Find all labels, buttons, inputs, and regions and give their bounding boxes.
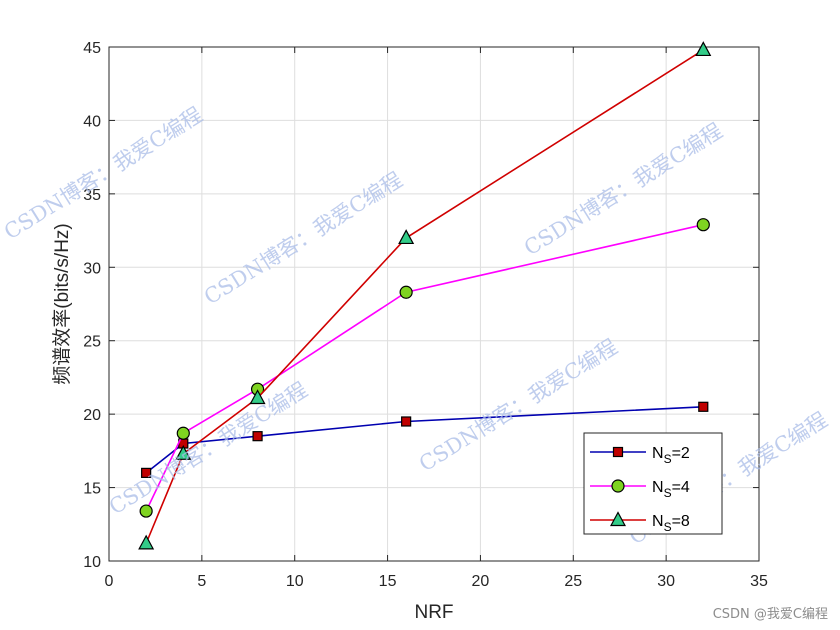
data-point <box>139 504 153 518</box>
plot-area-frame <box>108 46 760 562</box>
data-point <box>252 431 263 442</box>
legend-item: NS=8 <box>590 511 690 534</box>
data-point <box>141 467 152 478</box>
data-point <box>249 389 266 405</box>
legend-label: NS=2 <box>652 445 690 466</box>
y-tick-label: 25 <box>83 334 101 351</box>
series-2 <box>139 218 710 518</box>
x-tick-label: 0 <box>105 573 114 590</box>
data-point <box>138 534 155 550</box>
data-point <box>401 416 412 427</box>
data-point <box>398 229 415 245</box>
y-tick-label: 45 <box>83 40 101 57</box>
data-point <box>695 41 712 57</box>
legend-box <box>583 432 723 535</box>
data-point <box>698 401 709 412</box>
credit-text: CSDN @我爱C编程 <box>712 607 828 622</box>
data-series <box>138 41 712 550</box>
legend-marker <box>612 446 624 458</box>
legend: NS=2 NS=4 NS=8 <box>583 432 723 535</box>
y-tick-label: 20 <box>83 407 101 424</box>
x-axis-label: NRF <box>414 602 453 623</box>
data-point <box>696 218 710 232</box>
series-3 <box>138 41 712 550</box>
data-point <box>176 426 190 440</box>
data-point <box>175 445 192 460</box>
x-tick-label: 35 <box>750 573 768 590</box>
legend-label: NS=8 <box>652 513 690 534</box>
legend-label: NS=4 <box>652 479 690 500</box>
series-1 <box>141 401 709 478</box>
legend-marker <box>609 511 627 527</box>
y-tick-label: 15 <box>83 481 101 498</box>
x-tick-label: 5 <box>197 573 206 590</box>
x-tick-label: 10 <box>286 573 304 590</box>
x-tick-label: 15 <box>379 573 397 590</box>
x-tick-label: 20 <box>472 573 490 590</box>
legend-item: NS=2 <box>590 445 690 466</box>
x-tick-label: 25 <box>564 573 582 590</box>
y-tick-label: 10 <box>83 554 101 571</box>
legend-marker <box>611 479 625 493</box>
axis-ticks: 0 5 10 15 20 25 30 35 10 15 20 25 30 35 40 45 <box>83 40 768 590</box>
y-tick-label: 35 <box>83 187 101 204</box>
y-axis-label: 频谱效率(bits/s/Hz) <box>51 223 73 385</box>
legend-item: NS=4 <box>590 479 690 500</box>
x-tick-label: 30 <box>657 573 675 590</box>
data-point <box>399 285 413 299</box>
y-tick-label: 40 <box>83 113 101 130</box>
y-tick-label: 30 <box>83 260 101 277</box>
